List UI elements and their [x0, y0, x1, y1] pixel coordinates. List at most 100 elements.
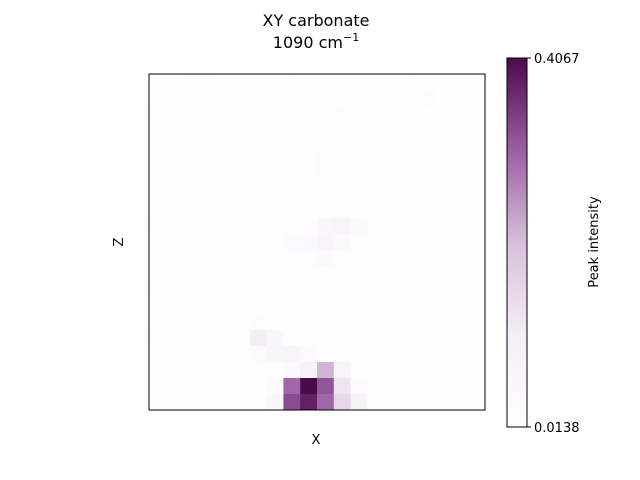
heatmap-cell [468, 218, 486, 235]
heatmap-cell [434, 346, 452, 363]
plot-frame [148, 73, 486, 411]
heatmap-cell [199, 154, 217, 171]
heatmap-cell [249, 346, 267, 363]
heatmap-cell [417, 250, 435, 267]
heatmap-cell [182, 186, 200, 203]
heatmap-cell [266, 74, 284, 91]
heatmap-cell [384, 74, 402, 91]
heatmap-cell [249, 394, 267, 411]
heatmap-cell [384, 378, 402, 395]
heatmap-cell [283, 346, 301, 363]
heatmap-cell [165, 186, 183, 203]
heatmap-cell [451, 74, 469, 91]
heatmap-cell [468, 186, 486, 203]
heatmap-cell [384, 394, 402, 411]
heatmap-cell [283, 154, 301, 171]
heatmap-cell [182, 250, 200, 267]
heatmap-cell [434, 378, 452, 395]
heatmap-cell [468, 346, 486, 363]
heatmap-cell [451, 394, 469, 411]
heatmap-cell [434, 106, 452, 123]
heatmap-cell [199, 298, 217, 315]
heatmap-cell [216, 138, 234, 155]
heatmap-cell [317, 202, 335, 219]
heatmap-cell [165, 218, 183, 235]
heatmap-cell [199, 394, 217, 411]
heatmap-cell [367, 90, 385, 107]
heatmap-cell [283, 314, 301, 331]
heatmap-cell [434, 266, 452, 283]
heatmap-cells [149, 74, 486, 411]
heatmap-cell [216, 282, 234, 299]
heatmap-cell [434, 234, 452, 251]
heatmap-cell [283, 202, 301, 219]
heatmap-cell [216, 234, 234, 251]
heatmap-cell [384, 282, 402, 299]
heatmap-cell [417, 170, 435, 187]
heatmap-cell [182, 266, 200, 283]
heatmap-cell [333, 378, 351, 395]
heatmap-cell [266, 122, 284, 139]
heatmap-cell [182, 170, 200, 187]
heatmap-cell [199, 74, 217, 91]
heatmap-cell [300, 90, 318, 107]
heatmap-cell [468, 106, 486, 123]
heatmap-cell [283, 330, 301, 347]
heatmap-cell [434, 154, 452, 171]
heatmap-cell [300, 154, 318, 171]
heatmap-cell [249, 234, 267, 251]
heatmap-cell [434, 186, 452, 203]
heatmap-cell [149, 378, 167, 395]
heatmap-cell [216, 74, 234, 91]
heatmap-cell [266, 378, 284, 395]
heatmap-cell [182, 122, 200, 139]
heatmap-cell [216, 362, 234, 379]
heatmap-cell [350, 74, 368, 91]
heatmap-cell [149, 250, 167, 267]
heatmap-cell [384, 250, 402, 267]
heatmap-cell [165, 154, 183, 171]
x-axis-label: X [312, 433, 321, 448]
heatmap-cell [350, 234, 368, 251]
heatmap-cell [417, 218, 435, 235]
heatmap-cell [417, 122, 435, 139]
heatmap-cell [249, 314, 267, 331]
heatmap-cell [434, 138, 452, 155]
heatmap-cell [350, 394, 368, 411]
heatmap-cell [367, 234, 385, 251]
heatmap-cell [350, 106, 368, 123]
heatmap-cell [317, 282, 335, 299]
heatmap-cell [384, 106, 402, 123]
heatmap-cell [417, 138, 435, 155]
heatmap-cell [401, 330, 419, 347]
heatmap-cell [216, 90, 234, 107]
heatmap-cell [367, 362, 385, 379]
heatmap-cell [266, 138, 284, 155]
heatmap-cell [401, 346, 419, 363]
heatmap-cell [233, 186, 251, 203]
heatmap-cell [434, 202, 452, 219]
heatmap-cell [401, 394, 419, 411]
heatmap-cell [384, 138, 402, 155]
heatmap-cell [300, 186, 318, 203]
heatmap-cell [333, 250, 351, 267]
heatmap-cell [384, 90, 402, 107]
heatmap-cell [249, 330, 267, 347]
heatmap-cell [401, 362, 419, 379]
heatmap-cell [367, 298, 385, 315]
heatmap-cell [149, 74, 167, 91]
heatmap-cell [249, 202, 267, 219]
heatmap-cell [401, 138, 419, 155]
heatmap-cell [451, 170, 469, 187]
heatmap-cell [468, 90, 486, 107]
heatmap-cell [249, 378, 267, 395]
heatmap-cell [233, 362, 251, 379]
heatmap-cell [165, 170, 183, 187]
heatmap-cell [333, 186, 351, 203]
heatmap-cell [417, 154, 435, 171]
heatmap-cell [182, 234, 200, 251]
heatmap-cell [451, 106, 469, 123]
heatmap-cell [451, 250, 469, 267]
heatmap-cell [266, 218, 284, 235]
heatmap-cell [384, 298, 402, 315]
